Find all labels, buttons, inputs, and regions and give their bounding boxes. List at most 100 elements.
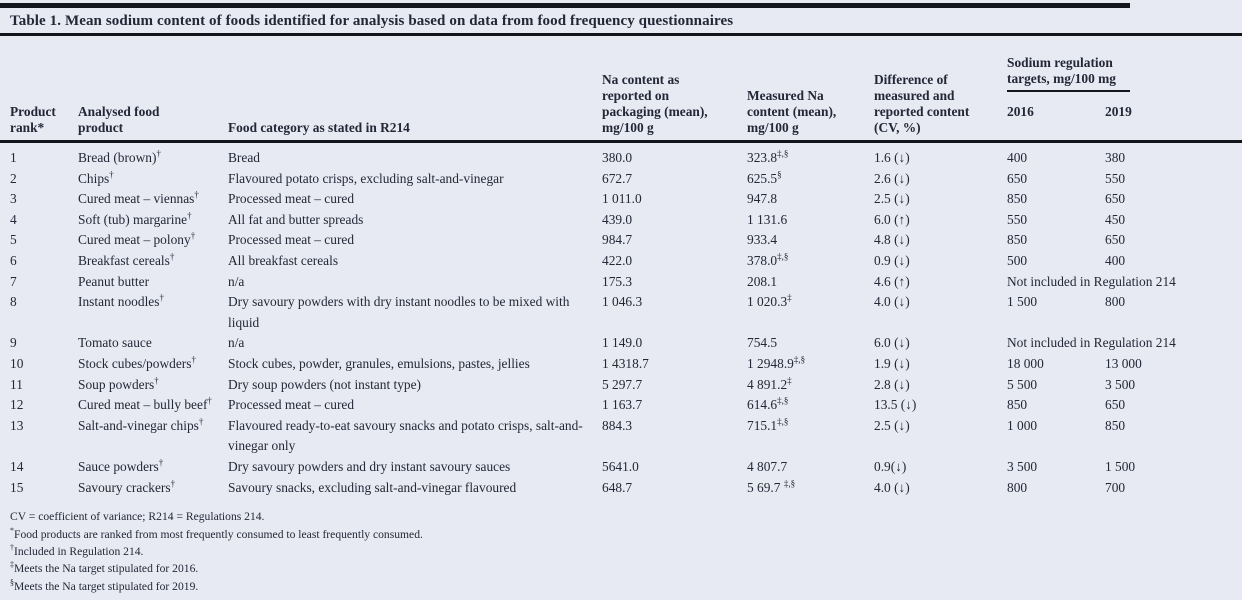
cell-na-measured: 208.1 (747, 273, 778, 289)
sodium-content-table: Product rank* Analysed food product Food… (0, 36, 1242, 498)
table-row: 15 Savoury crackers† Savoury snacks, exclu… (0, 478, 1242, 499)
target-met-marker: ‡,§ (783, 478, 796, 489)
cell-difference: 6.0 (↓) (874, 335, 910, 351)
target-met-marker: ‡,§ (777, 395, 789, 406)
cell-target-2019: 800 (1105, 294, 1126, 310)
table-row: 4 Soft (tub) margarine† All fat and butter… (0, 210, 1242, 231)
table-row: 12 Cured meat – bully beef† Processed meat… (0, 395, 1242, 416)
cell-target-2019: 850 (1105, 417, 1126, 433)
table-header: Product rank* Analysed food product Food… (0, 36, 1242, 143)
cell-difference: 1.6 (↓) (874, 150, 910, 165)
cell-product: Sauce powders† (78, 457, 164, 474)
cell-rank: 15 (10, 479, 24, 495)
cell-na-measured: 4 891.2‡ (747, 375, 792, 392)
cell-rank: 4 (10, 211, 17, 227)
footnote-line: †Included in Regulation 214. (10, 543, 144, 558)
cell-category: n/a (228, 273, 245, 289)
cell-na-measured: 1 020.3‡ (747, 292, 792, 310)
cell-difference: 2.6 (↓) (874, 170, 910, 186)
cell-product: Bread (brown)† (78, 148, 161, 165)
target-met-marker: ‡,§ (777, 251, 789, 262)
dagger-marker: † (170, 478, 176, 489)
cell-target-2019: 400 (1105, 252, 1126, 268)
cell-na-measured: 4 807.7 (747, 458, 788, 474)
cell-difference: 0.9(↓) (874, 458, 907, 474)
cell-target-2019: 700 (1105, 479, 1126, 495)
dagger-marker: † (154, 375, 159, 386)
cell-product: Salt-and-vinegar chips† (78, 416, 204, 433)
cell-na-measured: 754.5 (747, 335, 778, 351)
table-row: 9 Tomato sauce n/a 1 149.0 754.5 6.0 (↓) Not i… (0, 333, 1242, 354)
cell-na-reported: 1 4318.7 (602, 355, 649, 371)
cell-product: Instant noodles† (78, 292, 164, 310)
cell-difference: 13.5 (↓) (874, 397, 917, 413)
target-met-marker: § (777, 169, 782, 180)
footnote-marker: ‡ (10, 560, 14, 570)
footnote-line: §Meets the Na target stipulated for 2019… (10, 577, 199, 593)
cell-na-measured: 1 2948.9‡,§ (747, 354, 806, 371)
cell-target-2019: 650 (1105, 397, 1126, 413)
dagger-marker: † (169, 251, 175, 262)
cell-product: Cured meat – bully beef† (78, 395, 212, 413)
cell-product: Cured meat – polony† (78, 230, 196, 248)
cell-product: Chips† (78, 169, 114, 186)
cell-product: Cured meat – viennas† (78, 189, 199, 207)
cell-category: Flavoured ready-to-eat savoury snacks an… (228, 417, 583, 454)
header-analysed-product: Analysed food product (78, 36, 228, 143)
cell-product: Breakfast cereals† (78, 251, 175, 268)
header-year-2019: 2019 (1105, 104, 1132, 119)
footnote-line: CV = coefficient of variance; R214 = Reg… (10, 510, 265, 524)
cell-target-2016: 500 (1007, 252, 1028, 268)
cell-category: Dry soup powders (not instant type) (228, 376, 422, 392)
cell-target-2016: 800 (1007, 479, 1028, 495)
cell-category: Processed meat – cured (228, 232, 355, 248)
cell-na-measured: 1 131.6 (747, 211, 788, 227)
cell-na-reported: 672.7 (602, 170, 633, 186)
dagger-marker: † (156, 148, 161, 159)
cell-na-reported: 422.0 (602, 252, 633, 268)
cell-na-reported: 984.7 (602, 232, 633, 248)
cell-na-reported: 1 163.7 (602, 397, 643, 413)
cell-difference: 2.5 (↓) (874, 417, 910, 433)
target-met-marker: ‡ (787, 292, 792, 303)
cell-rank: 8 (10, 294, 17, 310)
cell-target-2016: 850 (1007, 232, 1028, 248)
cell-target-2019: 380 (1105, 150, 1126, 165)
cell-rank: 9 (10, 335, 17, 351)
cell-target-2016: 1 000 (1007, 417, 1038, 433)
title-rule (0, 33, 1242, 36)
cell-target-2016: 5 500 (1007, 376, 1038, 392)
cell-rank: 12 (10, 397, 24, 413)
footnote-marker: * (10, 525, 14, 535)
cell-target-2016: 1 500 (1007, 294, 1038, 310)
cell-category: Stock cubes, powder, granules, emulsions… (228, 355, 530, 371)
cell-target-2016: 650 (1007, 170, 1028, 186)
target-met-marker: ‡,§ (777, 416, 789, 427)
cell-target-2019: 450 (1105, 211, 1126, 227)
table-title: Table 1. Mean sodium content of foods id… (10, 13, 734, 29)
dagger-marker: † (190, 230, 196, 241)
cell-difference: 4.0 (↓) (874, 479, 910, 495)
cell-difference: 2.8 (↓) (874, 376, 910, 392)
table-row: 10 Stock cubes/powders† Stock cubes, powde… (0, 354, 1242, 375)
table-row: 3 Cured meat – viennas† Processed meat – c… (0, 189, 1242, 210)
page-margin (0, 600, 1242, 611)
cell-na-reported: 5 297.7 (602, 376, 643, 392)
cell-category: All fat and butter spreads (228, 211, 364, 227)
cell-difference: 4.0 (↓) (874, 294, 910, 310)
header-food-category: Food category as stated in R214 (228, 36, 602, 143)
cell-target-2019: 550 (1105, 170, 1126, 186)
cell-difference: 1.9 (↓) (874, 355, 910, 371)
cell-rank: 13 (10, 417, 24, 433)
cell-targets-note: Not included in Regulation 214 (1007, 335, 1176, 351)
cell-category: n/a (228, 335, 245, 351)
cell-na-measured: 614.6‡,§ (747, 395, 789, 413)
table-row: 14 Sauce powders† Dry savoury powders and … (0, 457, 1242, 478)
cell-target-2016: 850 (1007, 191, 1028, 207)
cell-rank: 11 (10, 376, 23, 392)
cell-target-2019: 1 500 (1105, 458, 1136, 474)
cell-target-2016: 400 (1007, 150, 1028, 165)
cell-difference: 4.6 (↑) (874, 273, 910, 289)
header-product-rank: Product rank* (0, 36, 78, 143)
